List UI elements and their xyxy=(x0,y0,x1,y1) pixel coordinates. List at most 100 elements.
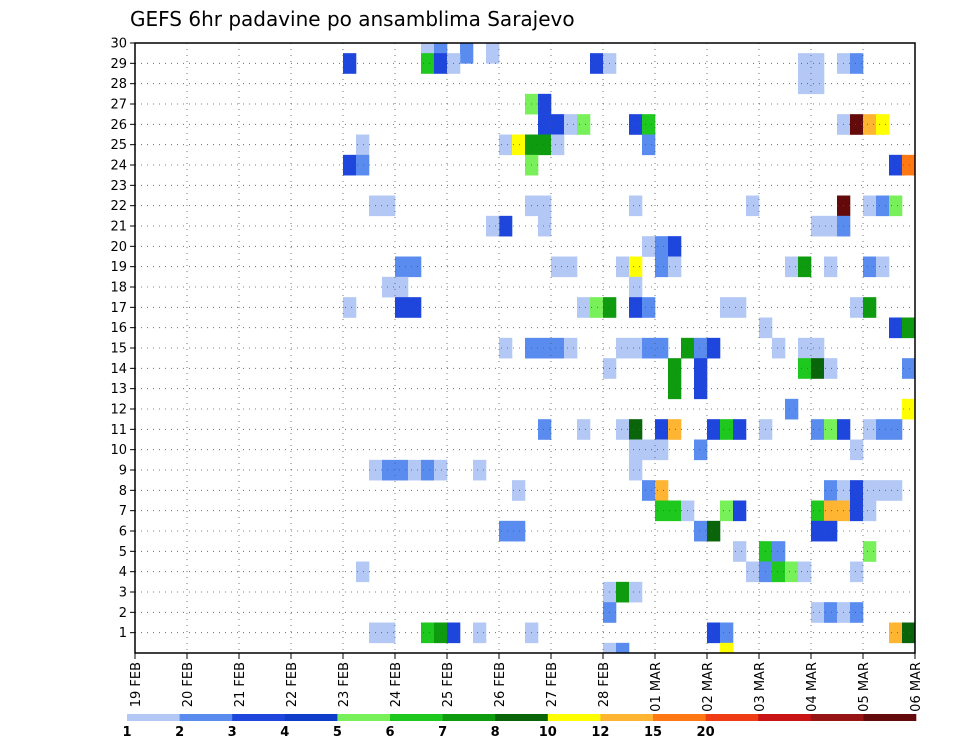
heatmap-cell xyxy=(902,398,916,420)
heatmap-cell xyxy=(668,500,682,522)
heatmap-cell xyxy=(655,500,669,522)
heatmap-cell xyxy=(616,256,630,278)
y-tick-label: 12 xyxy=(110,403,127,418)
heatmap-cell xyxy=(499,215,513,237)
heatmap-cell xyxy=(382,459,396,481)
heatmap-cell xyxy=(668,358,682,379)
heatmap-cell xyxy=(850,561,864,583)
heatmap-cell xyxy=(356,561,370,583)
colorbar-swatch xyxy=(758,714,812,721)
x-tick-label: 05 MAR xyxy=(857,662,872,712)
heatmap-cell xyxy=(616,419,630,440)
heatmap-cell xyxy=(876,114,890,135)
colorbar-swatch xyxy=(547,714,601,721)
heatmap-cell xyxy=(668,256,682,278)
heatmap-cell xyxy=(746,561,760,583)
x-tick-label: 04 MAR xyxy=(805,662,820,712)
y-tick-label: 3 xyxy=(119,586,127,601)
y-tick-label: 17 xyxy=(110,301,127,316)
x-tick-label: 24 FEB xyxy=(389,662,404,707)
heatmap-cell xyxy=(850,439,864,461)
heatmap-cell xyxy=(655,480,669,501)
x-tick-label: 26 FEB xyxy=(493,662,508,707)
heatmap-cell xyxy=(824,358,838,379)
y-tick-label: 29 xyxy=(110,57,127,72)
heatmap-cell xyxy=(707,337,721,359)
heatmap-cell xyxy=(902,358,916,379)
heatmap-cell xyxy=(798,561,812,583)
x-tick-label: 23 FEB xyxy=(337,662,352,707)
heatmap-cell xyxy=(603,642,617,654)
y-tick-label: 4 xyxy=(119,565,127,580)
heatmap-cell xyxy=(538,195,552,217)
heatmap-cell xyxy=(642,236,656,257)
heatmap-cell xyxy=(356,134,370,156)
y-tick-label: 21 xyxy=(110,220,127,235)
y-tick-label: 7 xyxy=(119,504,127,519)
y-tick-label: 14 xyxy=(110,362,127,377)
heatmap-cell xyxy=(798,358,812,379)
heatmap-cell xyxy=(382,622,396,644)
heatmap-cell xyxy=(733,500,747,522)
heatmap-cell xyxy=(642,114,656,135)
heatmap-cell xyxy=(707,622,721,644)
colorbar-label: 7 xyxy=(438,725,447,740)
heatmap-cell xyxy=(889,419,903,440)
heatmap-cell xyxy=(798,256,812,278)
heatmap-cell xyxy=(512,134,526,156)
chart-title: GEFS 6hr padavine po ansamblima Sarajevo xyxy=(130,7,575,31)
heatmap-cell xyxy=(798,53,812,74)
heatmap-cell xyxy=(902,622,916,644)
x-tick-label: 21 FEB xyxy=(233,662,248,707)
heatmap-cell xyxy=(850,114,864,135)
heatmap-cell xyxy=(538,419,552,440)
y-tick-label: 15 xyxy=(110,342,127,357)
x-tick-label: 20 FEB xyxy=(181,662,196,707)
heatmap-cell xyxy=(421,459,435,481)
heatmap-cell xyxy=(863,500,877,522)
colorbar-swatch xyxy=(390,714,443,721)
colorbar-swatch xyxy=(653,714,706,721)
heatmap-cell xyxy=(512,520,526,542)
heatmap-cell xyxy=(486,215,500,237)
heatmap-cell xyxy=(694,439,708,461)
y-tick-label: 25 xyxy=(110,138,127,153)
colorbar-label: 2 xyxy=(175,725,184,740)
heatmap-cell xyxy=(668,236,682,257)
heatmap-cell xyxy=(863,541,877,562)
heatmap-cell xyxy=(629,419,643,440)
heatmap-cell xyxy=(785,398,799,420)
y-tick-label: 8 xyxy=(119,484,127,499)
heatmap-cell xyxy=(863,114,877,135)
heatmap-cell xyxy=(863,297,877,318)
heatmap-cell xyxy=(811,602,825,623)
heatmap-cell xyxy=(629,439,643,461)
heatmap-cell xyxy=(694,520,708,542)
heatmap-cell xyxy=(824,215,838,237)
heatmap-cell xyxy=(811,500,825,522)
heatmap-cell xyxy=(811,215,825,237)
heatmap-cell xyxy=(473,622,487,644)
heatmap-cell xyxy=(629,581,643,603)
y-tick-label: 1 xyxy=(119,626,127,641)
x-tick-label: 28 FEB xyxy=(597,662,612,707)
heatmap-cell xyxy=(395,297,409,318)
heatmap-cell xyxy=(668,419,682,440)
heatmap-cell xyxy=(408,256,422,278)
heatmap-cell xyxy=(694,337,708,359)
heatmap-cell xyxy=(642,480,656,501)
heatmap-cell xyxy=(824,256,838,278)
heatmap-cell xyxy=(642,439,656,461)
heatmap-cell xyxy=(590,53,604,74)
heatmap-cell xyxy=(343,297,357,318)
colorbar-label: 8 xyxy=(491,725,500,740)
colorbar-swatch xyxy=(179,714,233,721)
heatmap-cell xyxy=(382,276,396,298)
colorbar-label: 10 xyxy=(539,725,557,740)
heatmap-cell xyxy=(382,195,396,217)
heatmap-cell xyxy=(551,114,565,135)
colorbar-swatch xyxy=(600,714,654,721)
heatmap-cell xyxy=(655,419,669,440)
heatmap-cell xyxy=(733,419,747,440)
